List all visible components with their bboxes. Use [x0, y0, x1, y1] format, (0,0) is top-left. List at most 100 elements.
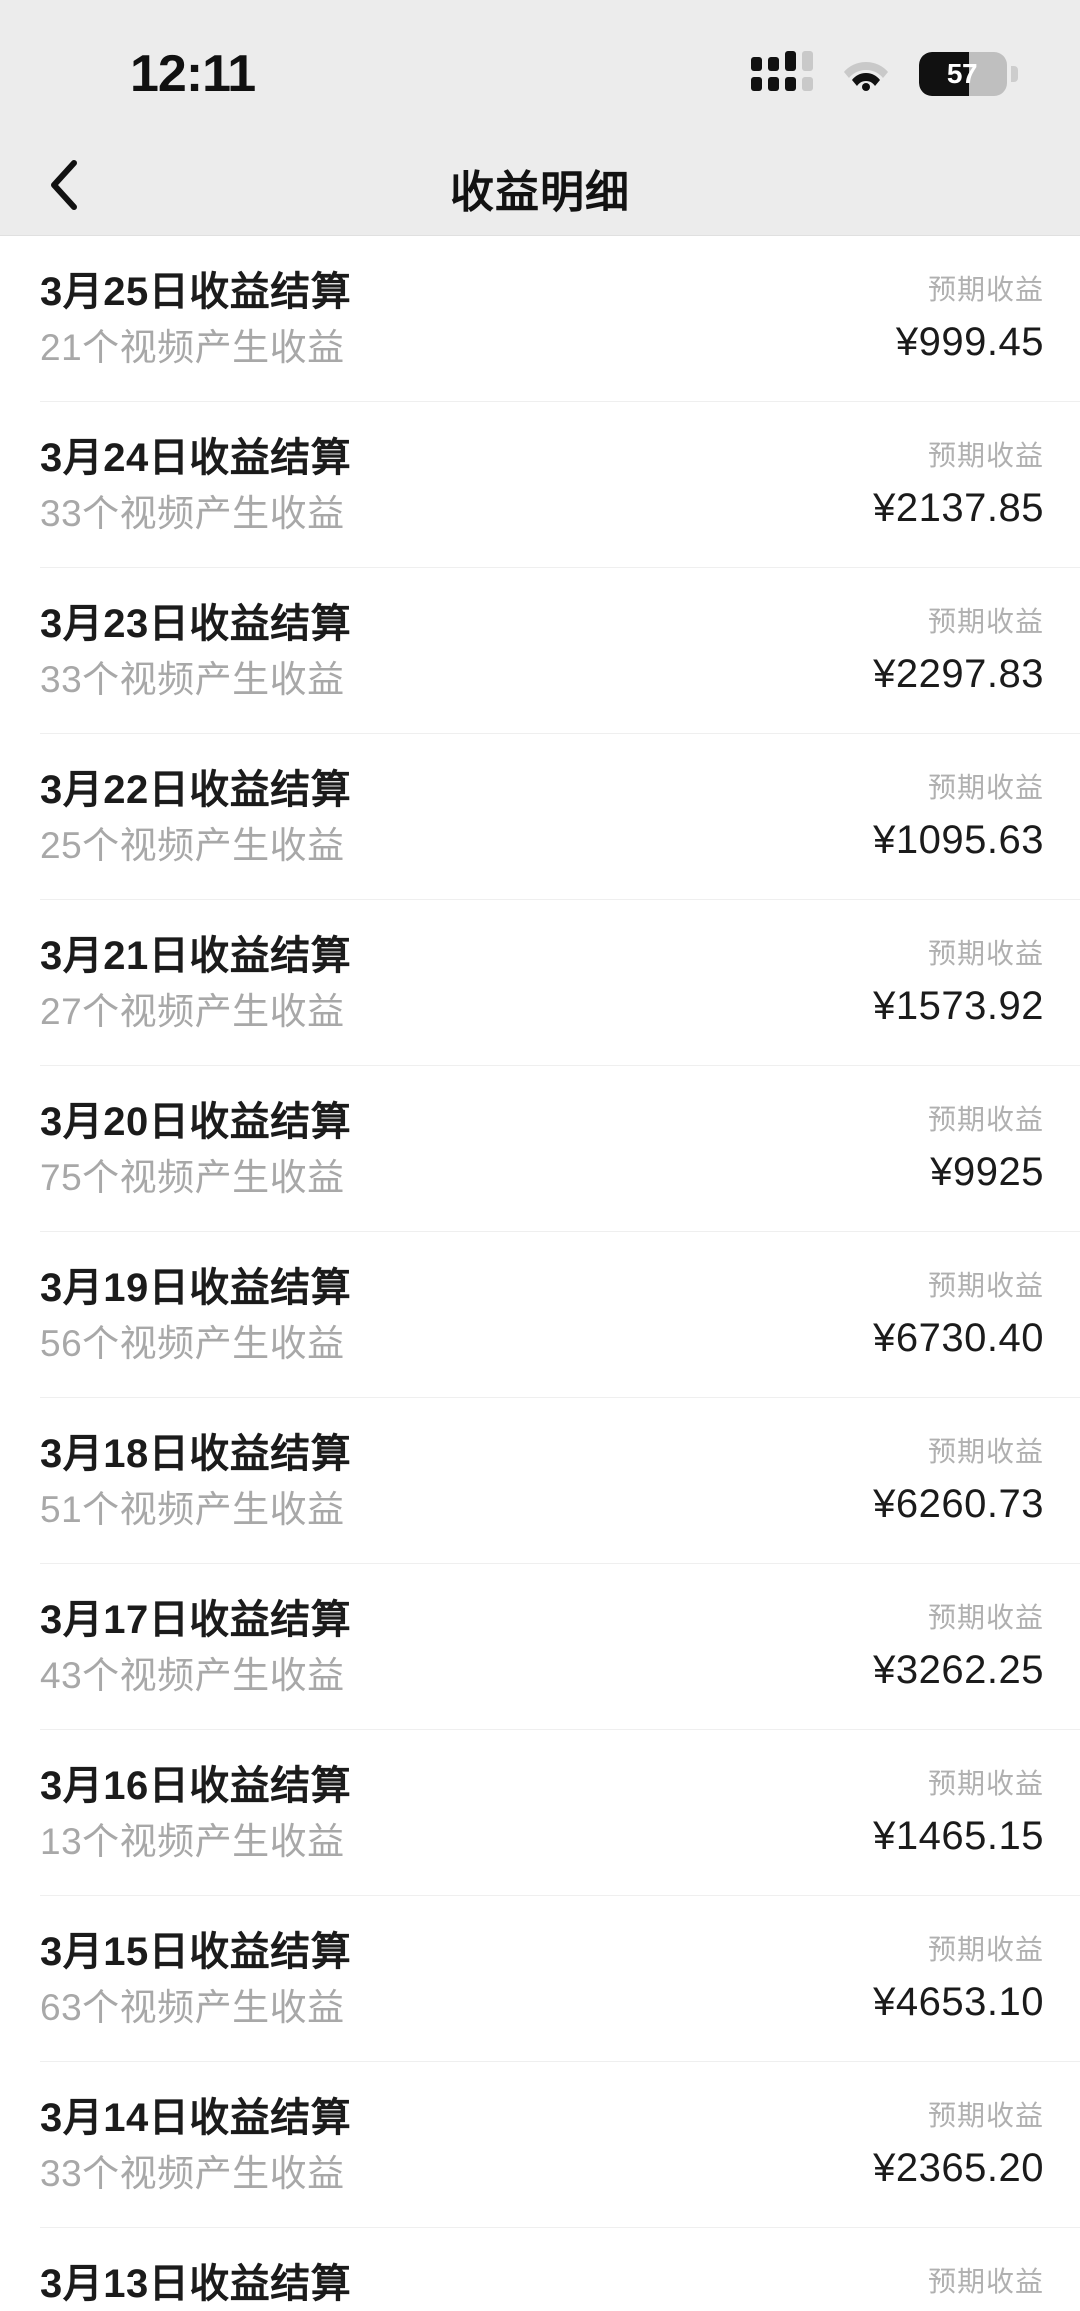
list-item-subtitle: 25个视频产生收益: [40, 824, 345, 866]
list-item-value: 预期收益 ¥1465.15: [873, 1768, 1044, 1858]
expected-earnings-label: 预期收益: [927, 1934, 1044, 1965]
list-item-value: 预期收益 ¥6260.73: [873, 1436, 1044, 1526]
expected-earnings-label: 预期收益: [927, 1270, 1044, 1301]
list-item[interactable]: 3月13日收益结算34个视频产生收益 预期收益¥2402.45: [0, 2228, 1080, 2311]
list-item[interactable]: 3月25日收益结算 21个视频产生收益 预期收益 ¥999.45: [0, 236, 1080, 402]
list-item-value: 预期收益 ¥1573.92: [873, 938, 1044, 1028]
earnings-amount: ¥6260.73: [873, 1482, 1044, 1526]
list-item-subtitle: 33个视频产生收益: [40, 492, 345, 534]
earnings-amount: ¥9925: [930, 1150, 1044, 1194]
list-item-subtitle: 33个视频产生收益: [40, 2152, 345, 2194]
list-item-title: 3月23日收益结算: [40, 601, 352, 646]
expected-earnings-label: 预期收益: [927, 1436, 1044, 1467]
list-item[interactable]: 3月15日收益结算 63个视频产生收益 预期收益 ¥4653.10: [0, 1896, 1080, 2062]
battery-cap: [1011, 66, 1018, 82]
list-item[interactable]: 3月24日收益结算 33个视频产生收益 预期收益 ¥2137.85: [0, 402, 1080, 568]
earnings-amount: ¥1573.92: [873, 984, 1044, 1028]
list-item-subtitle: 75个视频产生收益: [40, 1156, 345, 1198]
list-item-main: 3月23日收益结算 33个视频产生收益: [40, 603, 351, 700]
battery-level-text: 57: [946, 58, 978, 89]
earnings-amount: ¥6730.40: [873, 1316, 1044, 1360]
earnings-amount: ¥1465.15: [873, 1814, 1044, 1858]
list-item[interactable]: 3月21日收益结算 27个视频产生收益 预期收益 ¥1573.92: [0, 900, 1080, 1066]
list-item[interactable]: 3月23日收益结算 33个视频产生收益 预期收益 ¥2297.83: [0, 568, 1080, 734]
list-item-main: 3月15日收益结算 63个视频产生收益: [40, 1931, 351, 2028]
list-item-main: 3月24日收益结算 33个视频产生收益: [40, 437, 351, 534]
expected-earnings-label: 预期收益: [927, 1768, 1044, 1799]
list-item-title: 3月21日收益结算: [40, 933, 352, 978]
list-item-value: 预期收益 ¥4653.10: [873, 1934, 1044, 2024]
list-item-main: 3月18日收益结算 51个视频产生收益: [40, 1433, 351, 1530]
cellular-signal-icon: [751, 51, 813, 91]
list-item-value: 预期收益 ¥1095.63: [873, 772, 1044, 862]
list-item-main: 3月16日收益结算 13个视频产生收益: [40, 1765, 351, 1862]
list-item[interactable]: 3月20日收益结算 75个视频产生收益 预期收益 ¥9925: [0, 1066, 1080, 1232]
list-item-value: 预期收益 ¥2137.85: [873, 440, 1044, 530]
list-item-title: 3月20日收益结算: [40, 1099, 352, 1144]
status-indicators: 57: [751, 44, 1018, 96]
list-item-title: 3月16日收益结算: [40, 1763, 352, 1808]
status-bar: 12:11 57: [0, 0, 1080, 140]
earnings-amount: ¥4653.10: [873, 1980, 1044, 2024]
earnings-amount: ¥999.45: [895, 320, 1044, 364]
list-item-value: 预期收益¥2402.45: [873, 2268, 1044, 2311]
list-item-subtitle: 21个视频产生收益: [40, 326, 345, 368]
page-title: 收益明细: [450, 167, 630, 217]
nav-bar: 收益明细: [0, 140, 1080, 236]
expected-earnings-label: 预期收益: [927, 772, 1044, 803]
list-item-subtitle: 27个视频产生收益: [40, 990, 345, 1032]
earnings-amount: ¥1095.63: [873, 818, 1044, 862]
expected-earnings-label: 预期收益: [927, 274, 1044, 305]
list-item[interactable]: 3月18日收益结算 51个视频产生收益 预期收益 ¥6260.73: [0, 1398, 1080, 1564]
list-item-subtitle: 56个视频产生收益: [40, 1322, 345, 1364]
list-item-title: 3月18日收益结算: [40, 1431, 352, 1476]
list-item[interactable]: 3月14日收益结算 33个视频产生收益 预期收益 ¥2365.20: [0, 2062, 1080, 2228]
list-item-title: 3月24日收益结算: [40, 435, 352, 480]
list-item-value: 预期收益 ¥2365.20: [873, 2100, 1044, 2190]
list-item-title: 3月22日收益结算: [40, 767, 352, 812]
list-item-subtitle: 51个视频产生收益: [40, 1488, 345, 1530]
expected-earnings-label: 预期收益: [927, 440, 1044, 471]
list-item-main: 3月14日收益结算 33个视频产生收益: [40, 2097, 351, 2194]
earnings-amount: ¥3262.25: [873, 1648, 1044, 1692]
list-item-main: 3月17日收益结算 43个视频产生收益: [40, 1599, 351, 1696]
list-item-subtitle: 63个视频产生收益: [40, 1986, 345, 2028]
list-item-main: 3月21日收益结算 27个视频产生收益: [40, 935, 351, 1032]
expected-earnings-label: 预期收益: [927, 2266, 1044, 2297]
list-item-subtitle: 33个视频产生收益: [40, 658, 345, 700]
list-item-title: 3月13日收益结算: [40, 2261, 352, 2306]
earnings-amount: ¥2365.20: [873, 2146, 1044, 2190]
earnings-amount: ¥2137.85: [873, 486, 1044, 530]
expected-earnings-label: 预期收益: [927, 938, 1044, 969]
list-item-title: 3月17日收益结算: [40, 1597, 352, 1642]
list-item-main: 3月22日收益结算 25个视频产生收益: [40, 769, 351, 866]
battery-icon: 57: [919, 52, 1018, 96]
list-item-title: 3月15日收益结算: [40, 1929, 352, 1974]
list-item-subtitle: 43个视频产生收益: [40, 1654, 345, 1696]
list-item-title: 3月25日收益结算: [40, 269, 352, 314]
back-button[interactable]: [28, 152, 100, 224]
earnings-list[interactable]: 3月25日收益结算 21个视频产生收益 预期收益 ¥999.45 3月24日收益结算 33…: [0, 236, 1080, 2311]
list-item[interactable]: 3月22日收益结算 25个视频产生收益 预期收益 ¥1095.63: [0, 734, 1080, 900]
list-item[interactable]: 3月19日收益结算 56个视频产生收益 预期收益 ¥6730.40: [0, 1232, 1080, 1398]
expected-earnings-label: 预期收益: [927, 1104, 1044, 1135]
list-item-value: 预期收益 ¥9925: [927, 1104, 1044, 1194]
list-item[interactable]: 3月17日收益结算 43个视频产生收益 预期收益 ¥3262.25: [0, 1564, 1080, 1730]
expected-earnings-label: 预期收益: [927, 606, 1044, 637]
list-item-value: 预期收益 ¥3262.25: [873, 1602, 1044, 1692]
list-item-title: 3月14日收益结算: [40, 2095, 352, 2140]
earnings-amount: ¥2297.83: [873, 652, 1044, 696]
list-item[interactable]: 3月16日收益结算 13个视频产生收益 预期收益 ¥1465.15: [0, 1730, 1080, 1896]
list-item-main: 3月19日收益结算 56个视频产生收益: [40, 1267, 351, 1364]
battery-fill: [919, 52, 970, 96]
expected-earnings-label: 预期收益: [927, 1602, 1044, 1633]
list-item-value: 预期收益 ¥999.45: [895, 274, 1044, 364]
list-item-main: 3月20日收益结算 75个视频产生收益: [40, 1101, 351, 1198]
wifi-icon: [843, 57, 889, 91]
expected-earnings-label: 预期收益: [927, 2100, 1044, 2131]
list-item-title: 3月19日收益结算: [40, 1265, 352, 1310]
list-item-main: 3月13日收益结算34个视频产生收益: [40, 2263, 351, 2311]
list-item-main: 3月25日收益结算 21个视频产生收益: [40, 271, 351, 368]
list-item-value: 预期收益 ¥2297.83: [873, 606, 1044, 696]
